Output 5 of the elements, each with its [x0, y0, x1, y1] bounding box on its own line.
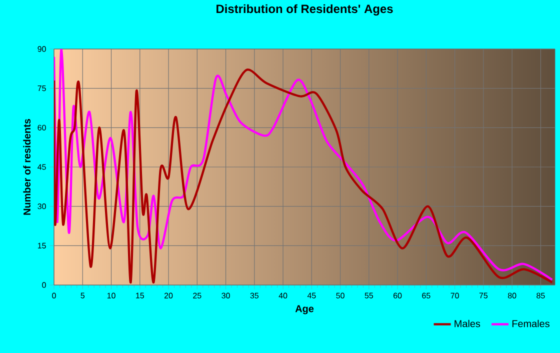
x-axis-title: Age: [295, 305, 314, 314]
legend-label: Males: [454, 320, 480, 328]
y-axis-title: Number of residents: [23, 118, 31, 215]
chart-title: Distribution of Residents' Ages: [216, 4, 393, 16]
legend-label: Females: [512, 320, 550, 328]
